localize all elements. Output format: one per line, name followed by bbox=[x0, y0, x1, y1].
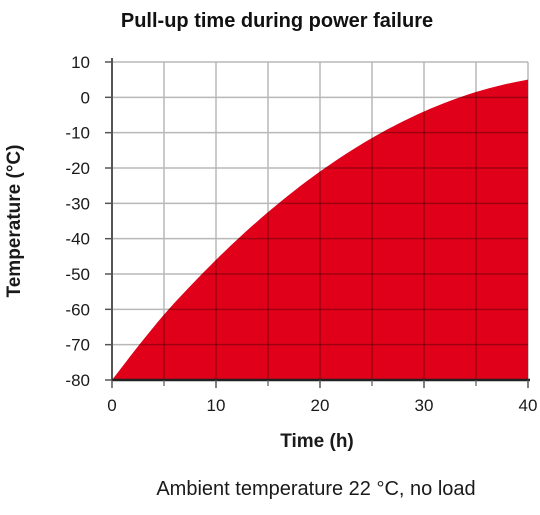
y-axis-label: Temperature (°C) bbox=[4, 145, 25, 298]
y-tick-label: -80 bbox=[65, 371, 90, 390]
x-axis-label: Time (h) bbox=[280, 431, 354, 452]
x-tick-label: 10 bbox=[207, 396, 226, 415]
y-tick-label: -10 bbox=[65, 124, 90, 143]
chart-caption: Ambient temperature 22 °C, no load bbox=[156, 478, 475, 500]
y-tick-label: -60 bbox=[65, 300, 90, 319]
y-tick-label: -40 bbox=[65, 230, 90, 249]
plot-area: 10 0 -10 -20 -30 -40 -50 -60 -70 -80 0 10 20 30 40 bbox=[65, 53, 537, 415]
y-tick-label: 10 bbox=[71, 53, 90, 72]
x-tick-label: 40 bbox=[519, 396, 538, 415]
x-tick-label: 30 bbox=[415, 396, 434, 415]
y-tick-label: -50 bbox=[65, 265, 90, 284]
x-tick-label: 0 bbox=[107, 396, 116, 415]
y-tick-label: 0 bbox=[81, 88, 90, 107]
x-tick-label: 20 bbox=[311, 396, 330, 415]
chart-title: Pull-up time during power failure bbox=[121, 10, 433, 32]
temperature-area bbox=[112, 79, 528, 381]
y-tick-label: -20 bbox=[65, 159, 90, 178]
y-tick-label: -70 bbox=[65, 336, 90, 355]
y-tick-label: -30 bbox=[65, 194, 90, 213]
